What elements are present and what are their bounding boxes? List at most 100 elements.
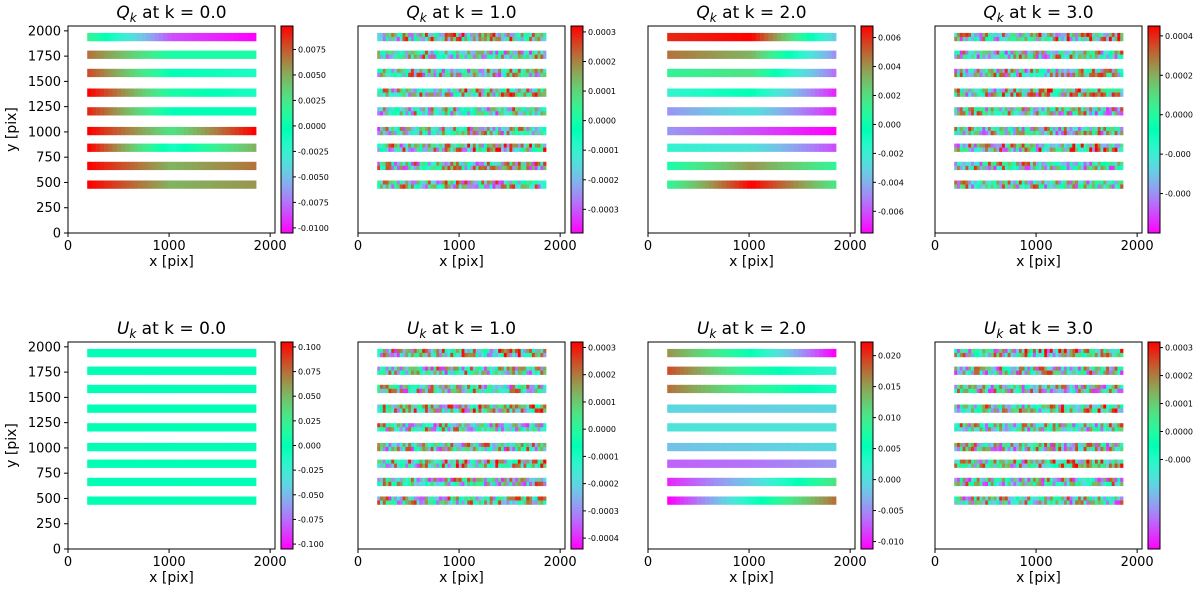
panel-q-k1-0-strip <box>377 107 547 116</box>
panel-q-k2-0-colorbar <box>860 25 874 234</box>
panel-u-k0-0-title: Uk at k = 0.0 <box>117 319 226 341</box>
panel-q-k3-0-strip <box>954 180 1124 189</box>
panel-q-k2-0-xtick-label: 1000 <box>733 239 766 254</box>
panel-u-k3-0-xtick-label: 0 <box>931 555 939 570</box>
panel-q-k0-0-strip <box>87 107 257 116</box>
panel-u-k1-0-strip <box>377 423 547 432</box>
panel-q-k1-0-strip <box>377 126 547 136</box>
panel-u-k3-0-cb-tick-label: 0.0001 <box>1165 400 1193 409</box>
panel-q-k3-0-colorbar <box>1147 25 1161 234</box>
panel-q-k2-0-strip <box>667 107 837 116</box>
panel-q-k1-0-strip <box>377 32 547 42</box>
panel-u-k2-0-strip <box>667 496 837 505</box>
panel-u-k0-0-strip <box>87 459 257 468</box>
panel-u-k2-0-cb-tick-label: 0.020 <box>878 352 901 361</box>
panel-q-k3-0-strip <box>954 126 1124 136</box>
panel-u-k3-0-xlabel: x [pix] <box>1016 570 1061 586</box>
panel-u-k0-0-frame <box>67 341 276 550</box>
panel-u-k3-0-frame <box>934 341 1143 550</box>
panel-u-k3-0-cb-tick-label: -0.000 <box>1165 455 1191 464</box>
panel-u-k0-0-cb-tick-label: 0.000 <box>298 442 321 451</box>
panel-q-k2-0-xtick-label: 0 <box>644 239 652 254</box>
panel-q-k2-0-strip <box>667 180 837 189</box>
panel-u-k0-0-xtick-label: 2000 <box>254 555 287 570</box>
panel-q-k1-0-cb-tick-label: 0.0002 <box>588 57 616 66</box>
panel-q-k1-0-xtick-label: 2000 <box>544 239 577 254</box>
panel-u-k0-0-ytick-label: 750 <box>36 467 61 482</box>
panel-q-k2-0-xtick-label: 2000 <box>834 239 867 254</box>
panel-q-k3-0-strip <box>954 68 1124 78</box>
panel-q-k1-0-colorbar <box>570 25 584 234</box>
panel-q-k1-0-strip <box>377 88 547 97</box>
panel-q-k0-0-ytick-label: 0 <box>53 227 61 242</box>
panel-q-k3-0-title: Qk at k = 3.0 <box>983 3 1093 25</box>
panel-u-k2-0-frame <box>647 341 856 550</box>
panel-u-k2-0-strip <box>667 348 837 358</box>
panel-u-k0-0-ytick-label: 250 <box>36 517 61 532</box>
panel-q-k0-0-cb-tick-label: -0.0075 <box>298 198 329 207</box>
panel-u-k3-0-strip <box>954 496 1124 505</box>
panel-u-k2-0-colorbar <box>860 341 874 550</box>
panel-u-k1-0-title: Uk at k = 1.0 <box>407 319 516 341</box>
panel-q-k1-0-xlabel: x [pix] <box>439 254 484 270</box>
panel-q-k1-0-strip <box>377 68 547 78</box>
panel-u-k1-0-xtick-label: 0 <box>354 555 362 570</box>
panel-q-k0-0-ytick-label: 750 <box>36 151 61 166</box>
panel-u-k1-0-colorbar <box>570 341 584 550</box>
panel-q-k0-0-cb-tick-label: -0.0050 <box>298 173 329 182</box>
panel-u-k3-0-colorbar <box>1147 341 1161 550</box>
panel-q-k1-0-frame <box>357 25 566 234</box>
panel-q-k3-0-cb-tick-label: -0.000 <box>1165 190 1191 199</box>
panel-u-k2-0-cb-tick-label: 0.015 <box>878 383 901 392</box>
panel-u-k2-0-cb-tick-label: 0.010 <box>878 414 901 423</box>
panel-u-k3-0-xtick-label: 1000 <box>1020 555 1053 570</box>
panel-q-k0-0-strip <box>87 126 257 136</box>
panel-u-k0-0-cb-tick-label: -0.025 <box>298 466 324 475</box>
panel-u-k0-0-ytick-label: 1500 <box>28 391 61 406</box>
panel-q-k3-0-xtick-label: 2000 <box>1121 239 1154 254</box>
panel-q-k2-0-strip <box>667 50 837 59</box>
panel-u-k0-0-ytick-label: 0 <box>53 543 61 558</box>
panel-u-k0-0-ytick-label: 2000 <box>28 340 61 355</box>
panel-u-k2-0-xtick-label: 1000 <box>733 555 766 570</box>
panel-u-k1-0-strip <box>377 348 547 358</box>
panel-q-k2-0-cb-tick-label: 0.006 <box>878 34 901 43</box>
panel-q-k1-0-xtick-label: 1000 <box>443 239 476 254</box>
panel-q-k3-0-cb-tick-label: 0.0004 <box>1165 32 1193 41</box>
panel-u-k1-0-cb-tick-label: 0.0000 <box>588 425 616 434</box>
panel-q-k2-0-title: Qk at k = 2.0 <box>696 3 806 25</box>
panel-u-k3-0-title: Uk at k = 3.0 <box>984 319 1093 341</box>
panel-q-k3-0-xtick-label: 0 <box>931 239 939 254</box>
panel-q-k3-0-cb-tick-label: 0.0000 <box>1165 111 1193 120</box>
panel-q-k1-0-cb-tick-label: 0.0003 <box>588 28 616 37</box>
panel-u-k0-0-strip <box>87 366 257 375</box>
panel-u-k1-0-strip <box>377 477 547 487</box>
panel-q-k0-0-strip <box>87 32 257 42</box>
panel-u-k2-0-xtick-label: 0 <box>644 555 652 570</box>
panel-q-k3-0-xlabel: x [pix] <box>1016 254 1061 270</box>
panel-u-k2-0-strip <box>667 423 837 432</box>
panel-q-k1-0-strip <box>377 180 547 189</box>
panel-u-k3-0-strip <box>954 366 1124 375</box>
panel-u-k2-0-strip <box>667 459 837 468</box>
panel-u-k1-0-strip <box>377 496 547 505</box>
panel-u-k3-0-strip <box>954 477 1124 487</box>
panel-u-k0-0-strip <box>87 496 257 505</box>
panel-q-k0-0-xlabel: x [pix] <box>149 254 194 270</box>
panel-u-k3-0-cb-tick-label: 0.0003 <box>1165 344 1193 353</box>
panel-q-k0-0-strip <box>87 68 257 78</box>
panel-q-k3-0-strip <box>954 143 1124 152</box>
panel-u-k0-0-strip <box>87 442 257 452</box>
panel-q-k0-0-ytick-label: 1750 <box>28 50 61 65</box>
panel-u-k0-0-cb-tick-label: 0.100 <box>298 343 321 352</box>
panel-q-k3-0-cb-tick-label: -0.000 <box>1165 150 1191 159</box>
panel-q-k2-0-cb-tick-label: 0.002 <box>878 91 901 100</box>
panel-u-k1-0-cb-tick-label: 0.0003 <box>588 343 616 352</box>
panel-q-k2-0-strip <box>667 126 837 136</box>
panel-q-k0-0-ytick-label: 500 <box>36 176 61 191</box>
panel-u-k0-0-cb-tick-label: 0.075 <box>298 368 321 377</box>
panel-q-k2-0-strip <box>667 88 837 97</box>
panel-u-k0-0-ylabel: y [pix] <box>4 423 20 468</box>
panel-u-k1-0-xtick-label: 2000 <box>544 555 577 570</box>
panel-q-k0-0-strip <box>87 180 257 189</box>
